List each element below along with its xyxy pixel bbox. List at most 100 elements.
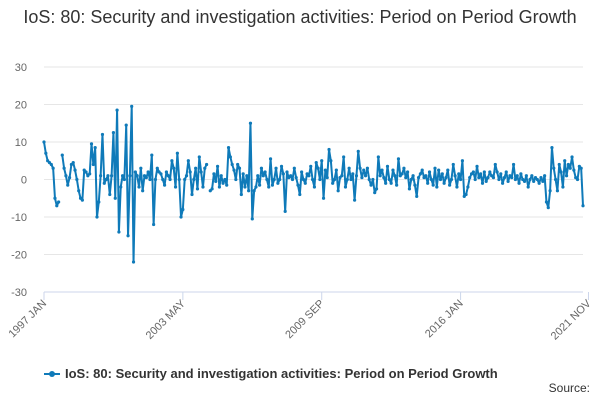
data-point[interactable] bbox=[247, 189, 251, 193]
data-point[interactable] bbox=[168, 177, 172, 182]
data-point[interactable] bbox=[159, 172, 163, 176]
data-point[interactable] bbox=[225, 183, 229, 187]
data-point[interactable] bbox=[199, 170, 203, 174]
data-point[interactable] bbox=[493, 162, 497, 167]
data-point[interactable] bbox=[285, 170, 289, 174]
data-point[interactable] bbox=[517, 181, 521, 185]
data-point[interactable] bbox=[384, 181, 388, 185]
data-point[interactable] bbox=[258, 183, 262, 187]
data-point[interactable] bbox=[451, 162, 455, 167]
data-point[interactable] bbox=[354, 174, 359, 178]
data-point[interactable] bbox=[385, 164, 390, 168]
data-point[interactable] bbox=[214, 179, 218, 183]
data-point[interactable] bbox=[495, 170, 499, 174]
data-point[interactable] bbox=[466, 185, 470, 189]
data-point[interactable] bbox=[117, 230, 121, 234]
data-point[interactable] bbox=[122, 177, 126, 182]
data-point[interactable] bbox=[131, 260, 136, 264]
data-point[interactable] bbox=[362, 168, 366, 172]
data-point[interactable] bbox=[400, 172, 404, 176]
data-point[interactable] bbox=[144, 176, 148, 180]
data-point[interactable] bbox=[183, 177, 187, 182]
data-point[interactable] bbox=[263, 170, 267, 174]
data-point[interactable] bbox=[491, 176, 496, 180]
data-point[interactable] bbox=[415, 194, 419, 198]
data-point[interactable] bbox=[526, 185, 530, 189]
data-point[interactable] bbox=[219, 174, 223, 178]
data-point[interactable] bbox=[57, 200, 61, 204]
data-point[interactable] bbox=[367, 177, 371, 182]
data-point[interactable] bbox=[442, 181, 446, 185]
data-point[interactable] bbox=[181, 207, 185, 212]
data-point[interactable] bbox=[60, 153, 64, 157]
data-point[interactable] bbox=[230, 162, 234, 167]
data-point[interactable] bbox=[102, 181, 106, 185]
data-point[interactable] bbox=[563, 159, 567, 163]
data-point[interactable] bbox=[268, 157, 273, 161]
data-point[interactable] bbox=[256, 174, 260, 178]
data-point[interactable] bbox=[555, 189, 560, 193]
data-point[interactable] bbox=[371, 177, 375, 182]
data-point[interactable] bbox=[544, 200, 549, 204]
data-point[interactable] bbox=[334, 168, 338, 172]
data-point[interactable] bbox=[336, 189, 340, 193]
data-point[interactable] bbox=[146, 170, 150, 174]
data-point[interactable] bbox=[486, 176, 490, 180]
data-point[interactable] bbox=[566, 162, 570, 167]
data-point[interactable] bbox=[274, 166, 278, 170]
series-line[interactable] bbox=[61, 105, 208, 263]
data-point[interactable] bbox=[265, 177, 269, 182]
data-point[interactable] bbox=[488, 170, 492, 174]
data-point[interactable] bbox=[292, 166, 296, 170]
data-point[interactable] bbox=[340, 174, 344, 178]
data-point[interactable] bbox=[203, 166, 207, 170]
data-point[interactable] bbox=[177, 177, 181, 182]
data-point[interactable] bbox=[506, 179, 510, 183]
data-point[interactable] bbox=[575, 177, 580, 182]
data-point[interactable] bbox=[153, 177, 158, 182]
data-point[interactable] bbox=[115, 108, 119, 112]
data-point[interactable] bbox=[307, 174, 311, 178]
data-point[interactable] bbox=[513, 177, 518, 182]
data-point[interactable] bbox=[347, 166, 351, 170]
series-group[interactable] bbox=[42, 104, 585, 264]
data-point[interactable] bbox=[205, 162, 209, 167]
data-point[interactable] bbox=[349, 177, 353, 182]
data-point[interactable] bbox=[453, 174, 457, 178]
data-point[interactable] bbox=[535, 177, 539, 182]
data-point[interactable] bbox=[427, 170, 432, 174]
data-point[interactable] bbox=[530, 174, 534, 178]
data-point[interactable] bbox=[197, 155, 201, 159]
data-point[interactable] bbox=[424, 174, 428, 178]
data-point[interactable] bbox=[561, 185, 565, 189]
data-point[interactable] bbox=[418, 172, 422, 176]
data-point[interactable] bbox=[309, 164, 313, 168]
legend[interactable]: IoS: 80: Security and investigation acti… bbox=[44, 366, 498, 381]
data-point[interactable] bbox=[342, 155, 346, 159]
data-point[interactable] bbox=[152, 222, 156, 227]
data-point[interactable] bbox=[139, 166, 143, 170]
data-point[interactable] bbox=[559, 170, 563, 174]
data-point[interactable] bbox=[201, 185, 205, 189]
data-point[interactable] bbox=[75, 177, 79, 182]
data-point[interactable] bbox=[195, 187, 200, 191]
data-point[interactable] bbox=[431, 183, 435, 187]
data-point[interactable] bbox=[358, 166, 362, 170]
data-point[interactable] bbox=[409, 177, 413, 182]
data-point[interactable] bbox=[67, 176, 72, 180]
data-point[interactable] bbox=[365, 166, 369, 170]
data-point[interactable] bbox=[186, 159, 190, 163]
data-point[interactable] bbox=[301, 177, 306, 182]
data-point[interactable] bbox=[179, 215, 183, 219]
data-point[interactable] bbox=[232, 168, 236, 172]
data-point[interactable] bbox=[100, 132, 105, 137]
data-point[interactable] bbox=[393, 174, 397, 178]
data-point[interactable] bbox=[270, 183, 274, 187]
data-point[interactable] bbox=[172, 166, 176, 170]
data-point[interactable] bbox=[210, 187, 214, 191]
data-point[interactable] bbox=[170, 159, 174, 163]
data-point[interactable] bbox=[515, 174, 519, 178]
data-point[interactable] bbox=[511, 162, 516, 167]
data-point[interactable] bbox=[312, 185, 317, 189]
data-point[interactable] bbox=[188, 170, 192, 174]
